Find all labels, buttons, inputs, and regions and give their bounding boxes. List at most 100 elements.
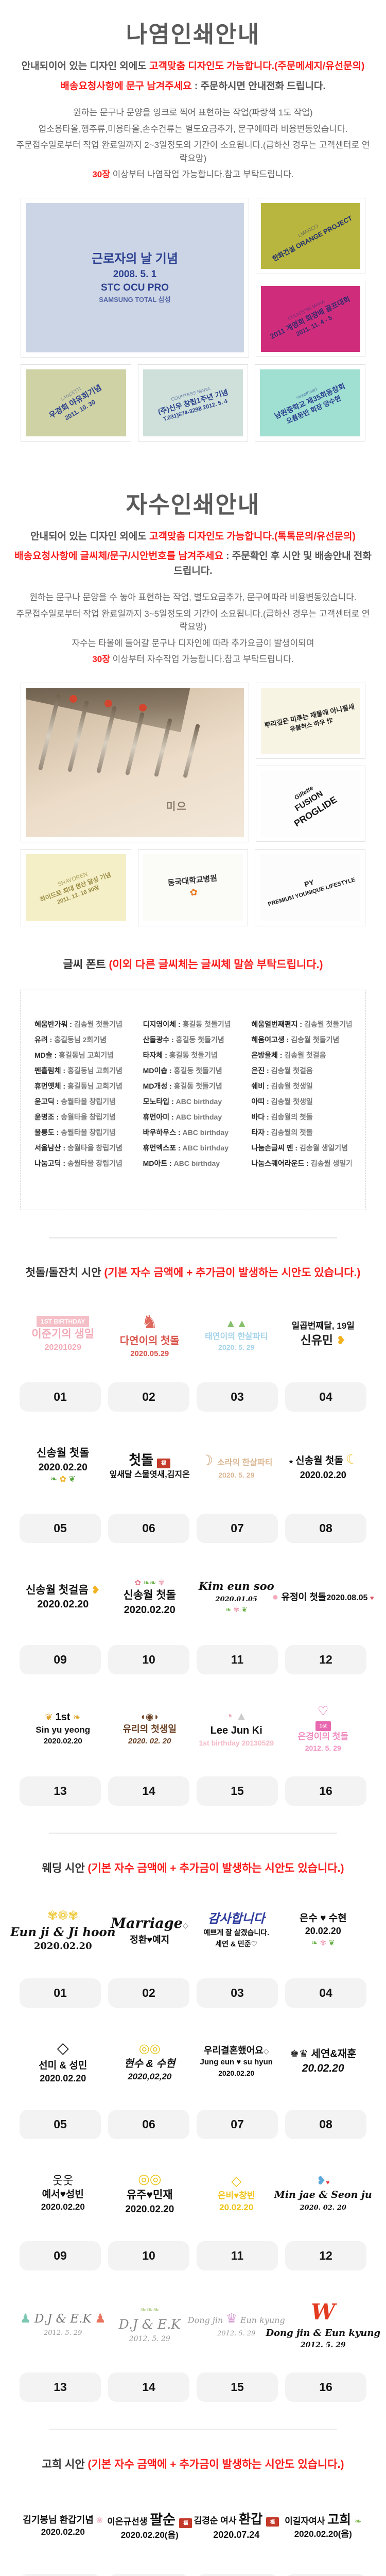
font-name: 나눔스퀘어라운드: [251, 1159, 305, 1167]
towel-photo-alumni: sweetheart 남원중학교 제35회동창회 오름등반 회장 양수현: [255, 364, 366, 442]
divider: [49, 2428, 337, 2430]
design-line: 신유민 ❥: [301, 1332, 346, 1348]
design-line: 태연이의 한살파티: [205, 1331, 268, 1343]
design-text: 2012. 5. 29: [129, 2334, 170, 2343]
design-text: ❧❧: [143, 1578, 159, 1587]
design-text: ☾: [346, 1451, 358, 1467]
design-text: 2020.01.05: [215, 1595, 257, 1603]
font-entry: MD개성 : 홍길동 첫돌기념: [143, 1081, 243, 1091]
design-text: 2012. 5. 29: [217, 2330, 256, 2338]
font-sample: 김송월 첫생일: [271, 1097, 313, 1106]
design-text: 2020. 02. 20: [300, 2204, 346, 2212]
qty-highlight: 30장: [92, 170, 110, 179]
thread-spool-icon: [139, 704, 147, 712]
design-line: Jung eun ♥ su hyun: [200, 2057, 273, 2068]
font-name: 타자체: [143, 1050, 163, 1059]
separator: :: [265, 1128, 271, 1137]
separator: :: [284, 1035, 291, 1044]
design-line: 선미 & 성민: [39, 2059, 87, 2073]
title-text: 고희 시안: [42, 2458, 88, 2470]
embroidery-request-line: 배송요청사항에 글씨체/문구/시안번호를 남겨주세요 : 주문확인 후 시안 및…: [10, 549, 376, 579]
design-text: ❦: [241, 1605, 248, 1614]
embroidery-guide-section: 자수인쇄안내 안내되어 있는 디자인 외에도 고객맞춤 디자인도 가능합니다.(…: [0, 486, 386, 926]
design-line: ♚♛ 세연&재훈: [290, 2047, 356, 2061]
separator: :: [169, 1112, 176, 1121]
design-number-row: 09 10 11 12: [0, 2241, 386, 2270]
seventieth-design-section: 고희 시안 (기본 자수 금액에 + 추가금이 발생하는 시안도 있습니다.) …: [0, 2457, 386, 2576]
design-line: 2020.02.20: [44, 1736, 82, 1747]
design-text: 20.02.20: [305, 1926, 341, 1937]
font-name: 서울남산: [34, 1143, 61, 1152]
design-line: 2020.02.20: [41, 2201, 85, 2213]
design-number-chip: 10: [108, 1645, 189, 1675]
towel-photo-surface: 뿌리깊은 미루는 재물에 아니필새 유불허스 하우 作: [261, 687, 360, 754]
design-text: 福: [157, 1458, 171, 1469]
font-name: 울릉도: [34, 1128, 55, 1137]
font-name: 혜움여고생: [251, 1035, 285, 1044]
design-line: ▲▲: [225, 1316, 248, 1331]
print-intro-line: 안내되이어 있는 디자인 외에도 고객맞춤 디자인도 가능합니다.(주문메세지/…: [10, 59, 376, 74]
design-text: ☽: [200, 1452, 217, 1468]
separator: :: [176, 1020, 183, 1028]
font-sample: 김송월 생일기념: [310, 1159, 352, 1167]
design-number-chip: 03: [197, 1978, 278, 2008]
design-sample: 우리결혼했어요◇ Jung eun ♥ su hyun 2020.02.20: [193, 2023, 280, 2100]
design-text: 1st: [315, 1721, 331, 1732]
design-line: 은수 ♥ 수현: [300, 1912, 347, 1925]
towel-photo-surface: LANCETTI 우경회 야유회기념 2011. 10. 30: [26, 369, 126, 436]
towel-photo-surface: 근로자의 날 기념 2008. 5. 1 STC OCU PRO SAMSUNG TO…: [26, 202, 244, 352]
design-number-chip: 02: [108, 2574, 189, 2576]
design-line: ❧ ✾ ❦: [311, 1938, 335, 1949]
design-text: ★: [288, 1458, 296, 1466]
design-sample: ◇ 은비♥창빈 20.02.20: [193, 2155, 280, 2232]
design-number-chip: 13: [20, 1776, 101, 1806]
design-text: 2020.02.20: [41, 2527, 85, 2537]
font-sample: 홍길동 첫돌기념: [176, 1035, 224, 1044]
design-text: 이준기의 생일: [31, 1328, 95, 1341]
wedding-design-section: 웨딩 시안 (기본 자수 금액에 + 추가금이 발생하는 시안도 있습니다.) …: [0, 1861, 386, 2402]
font-entry: MD아트 : ABC birthday: [143, 1158, 243, 1168]
request-text: : 주문확인 후 시안 및 배송안내 전화 드립니다.: [173, 551, 372, 577]
design-row: 1ST BIRTHDAY 이준기의 생일 20201029 ♞ 다연이의 첫돌 2020.…: [0, 1296, 386, 1373]
design-number-chip: 11: [197, 2241, 278, 2270]
separator: :: [169, 1097, 176, 1106]
design-text: 이은규선생: [107, 2517, 150, 2527]
towel-photo-samsung: 근로자의 날 기념 2008. 5. 1 STC OCU PRO SAMSUNG TO…: [21, 197, 249, 358]
font-name: MD이솝: [143, 1066, 168, 1075]
font-name: MD개성: [143, 1081, 168, 1090]
design-text: 이길자여사: [285, 2516, 328, 2526]
design-sample: ☽ 소라의 한살파티 2020. 5. 29: [193, 1427, 280, 1504]
design-number-chip: 09: [20, 2241, 101, 2270]
design-text: 2012. 5. 29: [305, 1744, 341, 1753]
towel-photo-gillette: Gillette FUSION PROGLIDE: [256, 765, 365, 842]
design-number-chip: 09: [20, 1645, 101, 1675]
design-text: W: [311, 2299, 336, 2325]
font-name: 쉐비: [251, 1081, 265, 1090]
design-line: Lee Jun Ki: [210, 1724, 262, 1738]
design-number-chip: 06: [108, 1514, 189, 1544]
design-text: 2020.02.20: [41, 2201, 85, 2212]
towel-photo-hanwha: LMARCO 한화건설 ORANGE PROJECT: [256, 197, 365, 274]
design-line: Marriage◇: [111, 1914, 188, 1933]
design-line: ◎◎: [138, 2170, 161, 2188]
photo-text-line: SAMSUNG TOTAL 삼성: [99, 295, 171, 303]
design-grid: 1ST BIRTHDAY 이준기의 생일 20201029 ♞ 다연이의 첫돌 2020.…: [0, 1296, 386, 1806]
machine-needle-icon: [67, 700, 89, 772]
font-entry: 윤고딕 : 송월타올 창립기념: [34, 1096, 135, 1107]
separator: :: [304, 1159, 311, 1167]
embroidery-section-title: 자수인쇄안내: [126, 491, 260, 518]
font-name: 바우하우스: [143, 1128, 177, 1137]
font-name: MD아트: [143, 1159, 168, 1167]
font-sample: 김송월 생일기념: [299, 1143, 348, 1152]
design-line: 1ST BIRTHDAY: [37, 1316, 90, 1328]
design-text: ◔: [225, 1709, 236, 1723]
font-name: 휴먼옛체: [34, 1081, 61, 1090]
design-text: 예쁘게 잘 살겠습니다.: [203, 1928, 270, 1937]
design-sample: ✾❁✾ Eun ji & Ji hoon 2020.02.20: [10, 1892, 116, 1969]
design-sample: 신송월 첫걸음 ❥ 2020.02.20: [20, 1558, 107, 1636]
design-text: 유리의 첫생일: [122, 1724, 177, 1735]
design-text: ❦: [45, 1711, 56, 1722]
font-name: 나눔고딕: [34, 1159, 61, 1167]
font-name: 타자: [251, 1128, 265, 1137]
